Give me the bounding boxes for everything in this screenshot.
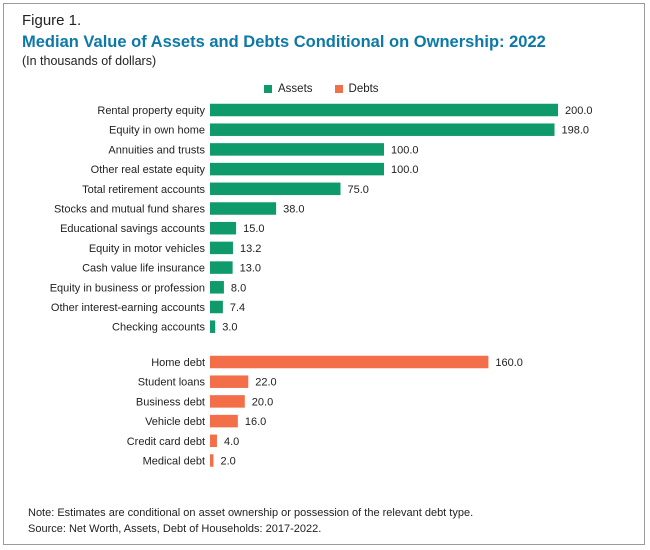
assets-bar-total-retirement-accounts xyxy=(210,182,341,196)
debts-bar-vehicle-debt xyxy=(210,414,238,428)
category-label-equity-in-own-home: Equity in own home xyxy=(109,125,205,137)
debts-value-label-medical-debt: 2.0 xyxy=(220,456,235,468)
legend-label-assets: Assets xyxy=(278,83,313,95)
legend-item-assets: Assets xyxy=(264,83,313,95)
category-label-educational-savings-accounts: Educational savings accounts xyxy=(60,223,205,235)
category-label-vehicle-debt: Vehicle debt xyxy=(145,416,205,428)
category-label-credit-card-debt: Credit card debt xyxy=(127,436,205,448)
category-label-home-debt: Home debt xyxy=(151,357,205,369)
category-label-annuities-and-trusts: Annuities and trusts xyxy=(108,144,205,156)
chart-legend: Assets Debts xyxy=(264,83,401,95)
assets-value-label-cash-value-life-insurance: 13.0 xyxy=(240,263,261,275)
debts-bar-student-loans xyxy=(210,375,249,388)
category-label-checking-accounts: Checking accounts xyxy=(112,322,205,334)
figure-frame: Figure 1. Median Value of Assets and Deb… xyxy=(3,3,645,545)
assets-value-label-equity-in-motor-vehicles: 13.2 xyxy=(240,243,261,255)
debts-bar-home-debt xyxy=(210,355,489,369)
debts-bar-business-debt xyxy=(210,395,245,408)
category-label-equity-in-motor-vehicles: Equity in motor vehicles xyxy=(89,243,206,255)
legend-item-debts: Debts xyxy=(334,83,379,95)
debts-bar-medical-debt xyxy=(210,454,214,467)
category-label-other-real-estate-equity: Other real estate equity xyxy=(91,164,206,176)
assets-value-label-total-retirement-accounts: 75.0 xyxy=(348,184,369,196)
category-label-student-loans: Student loans xyxy=(138,377,206,389)
assets-bar-equity-in-motor-vehicles xyxy=(210,241,233,255)
assets-value-label-annuities-and-trusts: 100.0 xyxy=(391,144,419,156)
assets-value-label-equity-in-own-home: 198.0 xyxy=(562,125,590,137)
category-label-rental-property-equity: Rental property equity xyxy=(97,105,205,117)
category-label-total-retirement-accounts: Total retirement accounts xyxy=(82,184,205,196)
assets-bar-educational-savings-accounts xyxy=(210,221,237,235)
assets-bar-equity-in-own-home xyxy=(210,123,555,136)
assets-value-label-other-real-estate-equity: 100.0 xyxy=(391,164,419,176)
assets-value-label-educational-savings-accounts: 15.0 xyxy=(243,223,264,235)
category-label-stocks-and-mutual-fund-shares: Stocks and mutual fund shares xyxy=(54,204,206,216)
category-label-medical-debt: Medical debt xyxy=(143,456,205,468)
figure-label: Figure 1. xyxy=(22,12,82,29)
assets-bar-equity-in-business-or-profession xyxy=(210,281,224,294)
assets-bar-rental-property-equity xyxy=(210,103,558,117)
assets-bar-annuities-and-trusts xyxy=(210,143,384,156)
chart-title: Median Value of Assets and Debts Conditi… xyxy=(22,33,546,51)
category-label-equity-in-business-or-profession: Equity in business or profession xyxy=(50,282,205,294)
assets-value-label-stocks-and-mutual-fund-shares: 38.0 xyxy=(283,204,304,216)
assets-bar-checking-accounts xyxy=(210,320,216,333)
assets-bar-cash-value-life-insurance xyxy=(210,261,233,274)
source-text: Source: Net Worth, Assets, Debt of House… xyxy=(28,523,322,535)
chart-notes: Note: Estimates are conditional on asset… xyxy=(28,505,473,537)
debts-value-label-business-debt: 20.0 xyxy=(252,396,273,408)
category-label-cash-value-life-insurance: Cash value life insurance xyxy=(82,263,205,275)
category-label-business-debt: Business debt xyxy=(136,396,205,408)
assets-value-label-other-interest-earning-accounts: 7.4 xyxy=(230,302,245,314)
assets-bar-other-real-estate-equity xyxy=(210,162,384,176)
debts-value-label-home-debt: 160.0 xyxy=(495,357,523,369)
assets-bar-other-interest-earning-accounts xyxy=(210,300,223,314)
legend-label-debts: Debts xyxy=(348,83,379,95)
debts-bar-credit-card-debt xyxy=(210,434,217,448)
debts-value-label-vehicle-debt: 16.0 xyxy=(245,416,266,428)
note-text: Note: Estimates are conditional on asset… xyxy=(28,507,474,519)
assets-value-label-rental-property-equity: 200.0 xyxy=(565,105,593,117)
debts-value-label-student-loans: 22.0 xyxy=(255,377,276,389)
debts-value-label-credit-card-debt: 4.0 xyxy=(224,436,239,448)
legend-swatch-assets xyxy=(264,85,272,93)
bar-chart: Rental property equity 200.0 Equity in own… xyxy=(50,103,593,468)
chart-subtitle: (In thousands of dollars) xyxy=(22,54,157,68)
assets-value-label-equity-in-business-or-profession: 8.0 xyxy=(231,282,246,294)
assets-value-label-checking-accounts: 3.0 xyxy=(222,322,237,334)
assets-bar-stocks-and-mutual-fund-shares xyxy=(210,202,277,215)
legend-swatch-debts xyxy=(334,85,343,93)
category-label-other-interest-earning-accounts: Other interest-earning accounts xyxy=(51,302,206,314)
